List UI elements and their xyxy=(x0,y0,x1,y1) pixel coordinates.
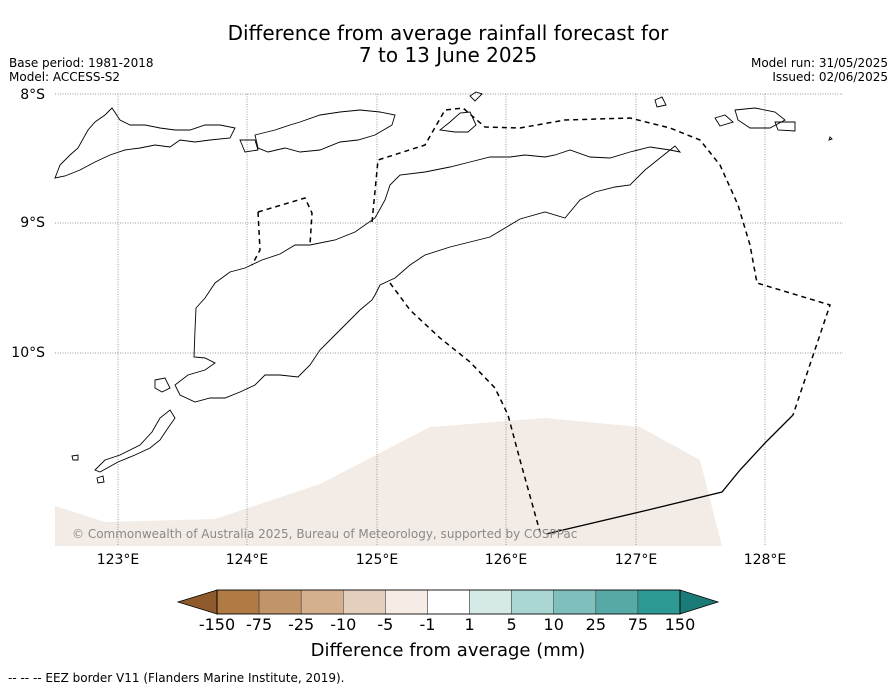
islet-coast xyxy=(714,114,734,127)
wetar-coast xyxy=(438,111,477,133)
boundary-line xyxy=(545,414,794,535)
rote-island-coast xyxy=(94,409,176,473)
gridlines xyxy=(55,93,843,546)
lon-label-123e: 123°E xyxy=(96,552,140,568)
eez-border-north xyxy=(257,197,313,246)
colorbar-high-extension xyxy=(679,589,720,615)
islet-coast xyxy=(239,139,259,153)
colorbar-tick-label: -1 xyxy=(419,615,436,634)
colorbar-tick-label: -25 xyxy=(288,615,315,634)
lat-label-10s: 10°S xyxy=(11,345,45,361)
islet-coast xyxy=(828,136,833,141)
colorbar-swatch xyxy=(300,589,344,615)
colorbar-tick-label: 150 xyxy=(664,615,696,634)
islet-coast xyxy=(654,96,667,108)
colorbar-tick-label: -150 xyxy=(198,615,236,634)
lat-label-9s: 9°S xyxy=(20,215,45,231)
colorbar-tick-label: 25 xyxy=(585,615,606,634)
colorbar-swatch xyxy=(385,589,428,615)
model-run: Model run: 31/05/2025 xyxy=(750,56,888,70)
colorbar-outline xyxy=(216,589,681,615)
colorbar-swatch xyxy=(343,589,386,615)
alor-coast xyxy=(254,109,396,153)
colorbar-swatch xyxy=(258,589,302,615)
colorbar-tick-label: -75 xyxy=(246,615,273,634)
colorbar-low-extension xyxy=(176,589,218,615)
islet-coast xyxy=(774,121,796,132)
eez-legend: -- -- -- EEZ border V11 (Flanders Marine… xyxy=(8,671,345,685)
lat-label-8s: 8°S xyxy=(20,87,45,103)
colorbar-tick-label: 1 xyxy=(464,615,475,634)
coastlines xyxy=(54,91,833,484)
timor-island-coast xyxy=(174,145,682,403)
colorbar-swatch xyxy=(216,589,260,615)
colorbar-tick-label: -10 xyxy=(330,615,357,634)
model-name: Model: ACCESS-S2 xyxy=(9,70,121,84)
title-line-1: Difference from average rainfall forecas… xyxy=(227,21,669,45)
colorbar-swatch xyxy=(595,589,639,615)
lon-label-126e: 126°E xyxy=(484,552,528,568)
colorbar-swatch xyxy=(511,589,554,615)
lon-label-125e: 125°E xyxy=(355,552,399,568)
colorbar-swatch xyxy=(427,589,470,615)
colorbar-swatch xyxy=(637,589,681,615)
flores-coast xyxy=(54,107,236,179)
eez-border-south xyxy=(389,282,541,533)
title-line-2: 7 to 13 June 2025 xyxy=(358,43,538,67)
lon-label-128e: 128°E xyxy=(743,552,787,568)
colorbar-tick-label: 10 xyxy=(543,615,564,634)
eez-border-west xyxy=(251,211,261,266)
islet-coast xyxy=(71,454,79,461)
lon-label-127e: 127°E xyxy=(614,552,658,568)
eez-border-east-timor xyxy=(371,107,831,416)
issued-date: Issued: 02/06/2025 xyxy=(772,70,888,84)
islet-coast xyxy=(154,377,171,393)
islet-coast xyxy=(469,91,483,102)
islet-coast xyxy=(96,475,105,484)
maritime-boundary xyxy=(545,414,794,535)
colorbar-tick-label: 75 xyxy=(627,615,649,634)
eez-borders xyxy=(251,107,831,533)
islet-coast xyxy=(734,107,786,129)
colorbar-tick-label: -5 xyxy=(377,615,394,634)
colorbar-swatch xyxy=(469,589,512,615)
colorbar-tick-label: 5 xyxy=(506,615,517,634)
rainfall-anomaly-area xyxy=(55,418,722,546)
colorbar-label: Difference from average (mm) xyxy=(310,640,586,661)
lon-label-124e: 124°E xyxy=(225,552,269,568)
copyright-notice: © Commonwealth of Australia 2025, Bureau… xyxy=(72,527,578,541)
base-period: Base period: 1981-2018 xyxy=(9,56,154,70)
colorbar-swatch xyxy=(553,589,597,615)
